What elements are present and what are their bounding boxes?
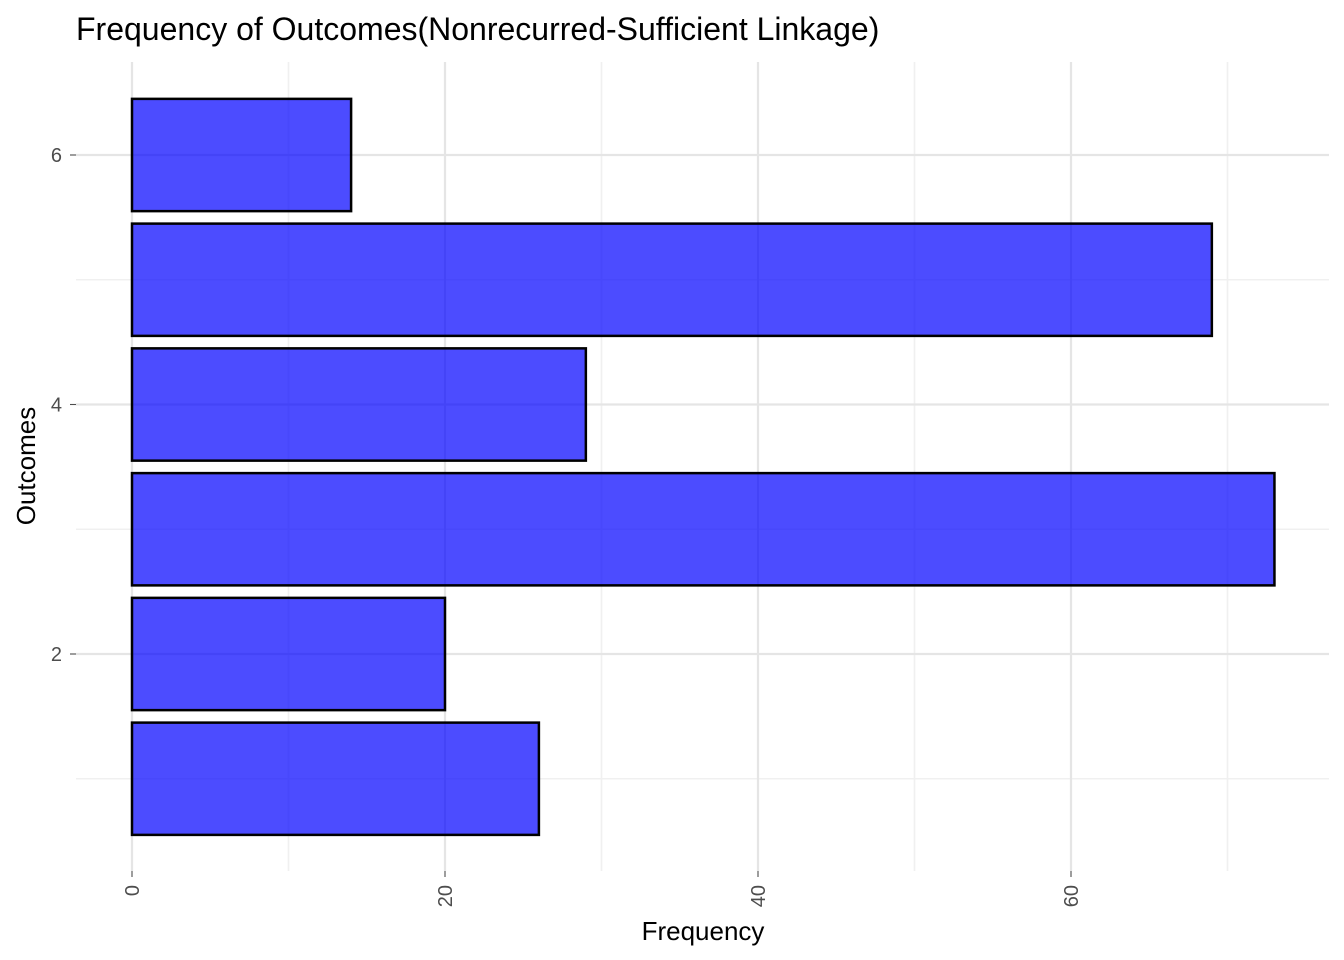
x-tick-label: 60 [1061,885,1083,907]
x-tick-label: 40 [748,885,770,907]
tick-labels-group: 0 20 40 60 2 4 6 [51,145,1083,907]
x-tick-label: 20 [435,885,457,907]
bar-outcome-5 [130,222,1214,338]
y-tick-label: 6 [51,145,62,167]
y-axis-title: Outcomes [11,407,41,526]
x-axis-title: Frequency [642,916,765,946]
y-tick-label: 4 [51,395,62,417]
bar-outcome-1 [130,721,541,837]
bars-group [130,97,1276,837]
y-tick-label: 2 [51,644,62,666]
bar-outcome-3 [130,471,1276,587]
chart-title: Frequency of Outcomes(Nonrecurred-Suffic… [76,11,879,47]
bar-outcome-4 [130,347,588,462]
bar-outcome-2 [130,596,447,712]
x-tick-label: 0 [122,885,144,896]
bar-outcome-6 [130,97,353,213]
